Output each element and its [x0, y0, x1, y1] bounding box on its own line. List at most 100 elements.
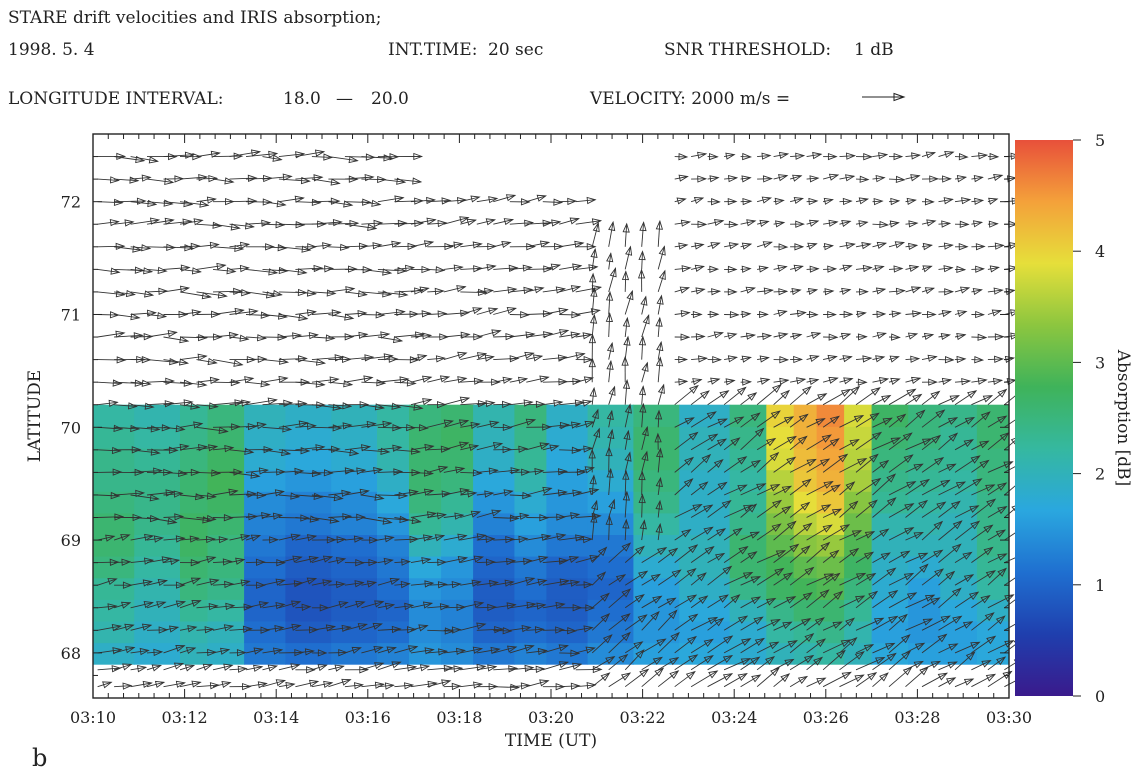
heatmap-cell	[976, 512, 1010, 535]
velocity-arrow	[328, 200, 354, 208]
velocity-arrow-head	[786, 520, 797, 530]
velocity-arrow-head	[741, 175, 752, 183]
velocity-arrow-head	[791, 287, 802, 296]
velocity-arrow-head	[456, 603, 467, 612]
velocity-arrow	[723, 638, 752, 654]
x-axis-title: TIME (UT)	[505, 731, 597, 751]
x-tick-label: 03:10	[70, 708, 116, 727]
velocity-arrow	[971, 356, 985, 364]
velocity-arrow-head	[622, 518, 630, 529]
velocity-arrow-shaft	[146, 651, 163, 654]
velocity-arrow-shaft	[377, 358, 398, 361]
velocity-arrow	[361, 219, 384, 228]
velocity-arrow	[872, 672, 889, 688]
velocity-arrow-shaft	[361, 314, 385, 316]
velocity-arrow-head	[183, 399, 194, 407]
velocity-arrow	[97, 665, 122, 673]
velocity-arrow	[559, 579, 581, 587]
velocity-arrow	[987, 482, 1008, 496]
velocity-arrow-head	[853, 415, 865, 423]
velocity-arrow-head	[875, 656, 886, 665]
velocity-arrow-shaft	[559, 581, 580, 586]
velocity-arrow	[938, 500, 961, 518]
velocity-arrow	[493, 602, 517, 610]
velocity-arrow	[608, 631, 631, 654]
heatmap-cell	[331, 620, 378, 644]
velocity-arrow	[212, 244, 245, 253]
velocity-arrow	[377, 515, 410, 524]
heatmap-cell	[871, 404, 909, 427]
velocity-arrow-shaft	[806, 379, 819, 383]
velocity-arrow	[690, 638, 714, 654]
velocity-arrow-head	[977, 377, 988, 385]
velocity-arrow-head	[239, 264, 250, 273]
velocity-arrow-head	[441, 679, 452, 687]
velocity-arrow-shaft	[559, 353, 585, 361]
velocity-arrow	[443, 665, 464, 673]
velocity-arrow-head	[313, 264, 324, 273]
velocity-arrow-head	[855, 595, 866, 603]
velocity-arrow	[526, 467, 545, 476]
velocity-arrow	[460, 469, 483, 477]
velocity-arrow-shaft	[460, 445, 479, 451]
velocity-arrow-shaft	[591, 314, 595, 338]
velocity-arrow-shaft	[328, 381, 353, 386]
velocity-arrow-shaft	[114, 221, 134, 225]
velocity-arrow	[542, 557, 569, 565]
velocity-arrow	[443, 419, 470, 428]
velocity-arrow-shaft	[657, 317, 661, 338]
velocity-arrow-shaft	[97, 535, 115, 541]
velocity-arrow-head	[741, 310, 752, 318]
velocity-arrow-head	[778, 332, 789, 340]
velocity-arrow-shaft	[361, 646, 383, 654]
velocity-arrow-head	[694, 242, 705, 250]
velocity-arrow-head	[256, 421, 267, 430]
velocity-arrow	[740, 310, 752, 318]
velocity-arrow	[921, 265, 933, 273]
velocity-arrow	[954, 478, 983, 496]
velocity-arrow-shaft	[938, 417, 958, 428]
velocity-arrow-shaft	[839, 595, 865, 609]
velocity-arrow-shaft	[361, 469, 382, 473]
velocity-arrow-head	[556, 513, 567, 521]
velocity-arrow-shaft	[146, 359, 178, 363]
velocity-arrow-head	[205, 535, 216, 544]
velocity-arrow-shaft	[196, 651, 216, 654]
velocity-arrow	[229, 399, 252, 407]
velocity-arrow-head	[638, 470, 646, 481]
velocity-arrow-head	[426, 217, 437, 225]
velocity-arrow	[410, 286, 430, 294]
velocity-arrow-head	[951, 587, 962, 597]
velocity-arrow-head	[459, 488, 470, 496]
velocity-arrow-shaft	[493, 335, 515, 338]
velocity-arrow-head	[722, 654, 734, 663]
velocity-arrow-shaft	[839, 200, 852, 203]
velocity-arrow-head	[918, 552, 929, 560]
velocity-arrow-head	[342, 513, 353, 521]
heatmap-cell	[633, 620, 680, 644]
velocity-arrow	[559, 662, 583, 671]
velocity-arrow-shaft	[608, 386, 616, 405]
velocity-arrow-head	[436, 512, 447, 520]
velocity-arrow-head	[963, 678, 975, 686]
velocity-arrow	[509, 644, 535, 654]
velocity-arrow-shaft	[262, 246, 287, 249]
velocity-arrow-shaft	[476, 628, 503, 631]
velocity-arrow-shaft	[971, 359, 983, 361]
velocity-arrow	[262, 266, 289, 275]
velocity-arrow-shaft	[460, 471, 482, 474]
velocity-arrow	[657, 657, 680, 671]
velocity-arrow-shaft	[509, 401, 533, 406]
velocity-arrow-shaft	[344, 291, 367, 296]
velocity-arrow-shaft	[905, 410, 925, 428]
velocity-arrow-head	[583, 355, 594, 364]
velocity-arrow-shaft	[328, 679, 351, 688]
velocity-arrow	[476, 509, 502, 518]
velocity-arrow	[789, 501, 811, 518]
velocity-arrow-head	[890, 437, 902, 445]
velocity-arrow	[707, 552, 726, 563]
heatmap-cell	[93, 448, 135, 471]
velocity-arrow-shaft	[443, 557, 467, 564]
velocity-arrow	[278, 221, 306, 229]
heatmap-cell	[134, 426, 181, 449]
